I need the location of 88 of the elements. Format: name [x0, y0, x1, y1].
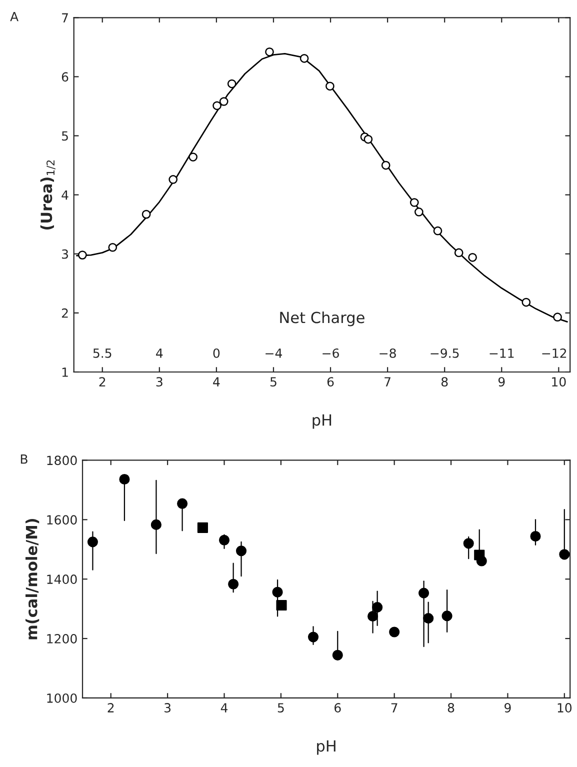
point [177, 498, 188, 509]
text: A [10, 12, 18, 22]
point [381, 160, 390, 170]
annotation: −6 [322, 348, 339, 358]
text: B [20, 454, 28, 464]
point [212, 101, 222, 110]
point [219, 97, 228, 106]
x-tick-label: 2 [108, 703, 114, 712]
point [423, 613, 434, 624]
y-tick-label: 1600 [47, 515, 77, 525]
x-tick-label: 7 [384, 377, 390, 386]
point [272, 586, 283, 598]
x-tick-label: 5 [278, 703, 284, 713]
annotation: −11 [490, 348, 514, 358]
point [418, 588, 430, 598]
y-tick-label: 6 [62, 72, 68, 82]
point [150, 519, 162, 530]
x-tick-label: 10 [552, 377, 566, 387]
x-tick-label: 3 [156, 377, 162, 387]
x-axis-title: pH [317, 740, 336, 755]
y-tick-label: 4 [62, 190, 68, 200]
annotation: 0 [213, 348, 220, 358]
annotation: Net Charge [280, 311, 364, 326]
point [559, 549, 570, 560]
y-tick-label: 1 [62, 368, 68, 377]
point [442, 610, 452, 622]
x-tick-label: 2 [99, 377, 106, 386]
point [265, 47, 274, 56]
annotation: −12 [542, 348, 566, 358]
point [553, 312, 562, 322]
x-tick-label: 9 [504, 703, 511, 713]
point [236, 546, 247, 556]
point [530, 531, 541, 542]
x-tick-label: 8 [448, 703, 454, 713]
x-tick-label: 6 [327, 377, 334, 387]
point [300, 54, 309, 63]
x-tick-label: 3 [164, 703, 171, 713]
point [410, 198, 419, 207]
point [119, 474, 130, 485]
point [468, 252, 477, 262]
point [522, 298, 531, 307]
point [228, 578, 239, 590]
x-tick-label: 4 [220, 703, 228, 712]
annotation: −9.5 [430, 348, 459, 358]
point [372, 602, 383, 613]
point [308, 632, 319, 642]
x-tick-label: 6 [334, 703, 341, 713]
point [389, 626, 400, 638]
point [414, 208, 424, 216]
x-tick-label: 4 [213, 377, 220, 386]
point [332, 650, 343, 660]
point [364, 134, 373, 144]
x-tick-label: 9 [498, 377, 505, 387]
annotation: 5.5 [93, 348, 112, 358]
y-axis-title: m(cal/mole/M) [25, 518, 40, 640]
y-tick-label: 1200 [47, 634, 77, 644]
point [87, 536, 98, 548]
point [78, 250, 87, 260]
point [276, 600, 287, 611]
point [474, 550, 485, 560]
x-tick-label: 10 [558, 703, 572, 713]
annotation: 4 [156, 348, 163, 358]
point [108, 242, 118, 252]
annotation: −4 [266, 348, 282, 358]
point [433, 226, 442, 236]
point [197, 522, 208, 533]
point [454, 248, 464, 258]
x-tick-label: 7 [391, 703, 398, 712]
y-tick-label: 1000 [47, 693, 77, 703]
y-tick-label: 5 [62, 131, 68, 141]
x-axis-title: pH [312, 414, 332, 429]
point [188, 152, 198, 162]
y-axis-title: (Urea)$_{1/2}$ [40, 160, 56, 230]
x-tick-label: 5 [270, 377, 276, 387]
point [218, 534, 230, 546]
y-tick-label: 7 [62, 13, 68, 22]
y-tick-label: 2 [62, 308, 68, 318]
point [463, 538, 474, 549]
y-tick-label: 3 [62, 249, 68, 259]
y-tick-label: 1800 [47, 456, 77, 466]
point [227, 79, 236, 88]
point [368, 610, 378, 622]
y-tick-label: 1400 [47, 574, 77, 584]
annotation: −8 [380, 348, 396, 358]
point [326, 82, 334, 91]
point [142, 210, 151, 219]
x-tick-label: 8 [441, 377, 448, 387]
point [168, 175, 178, 184]
